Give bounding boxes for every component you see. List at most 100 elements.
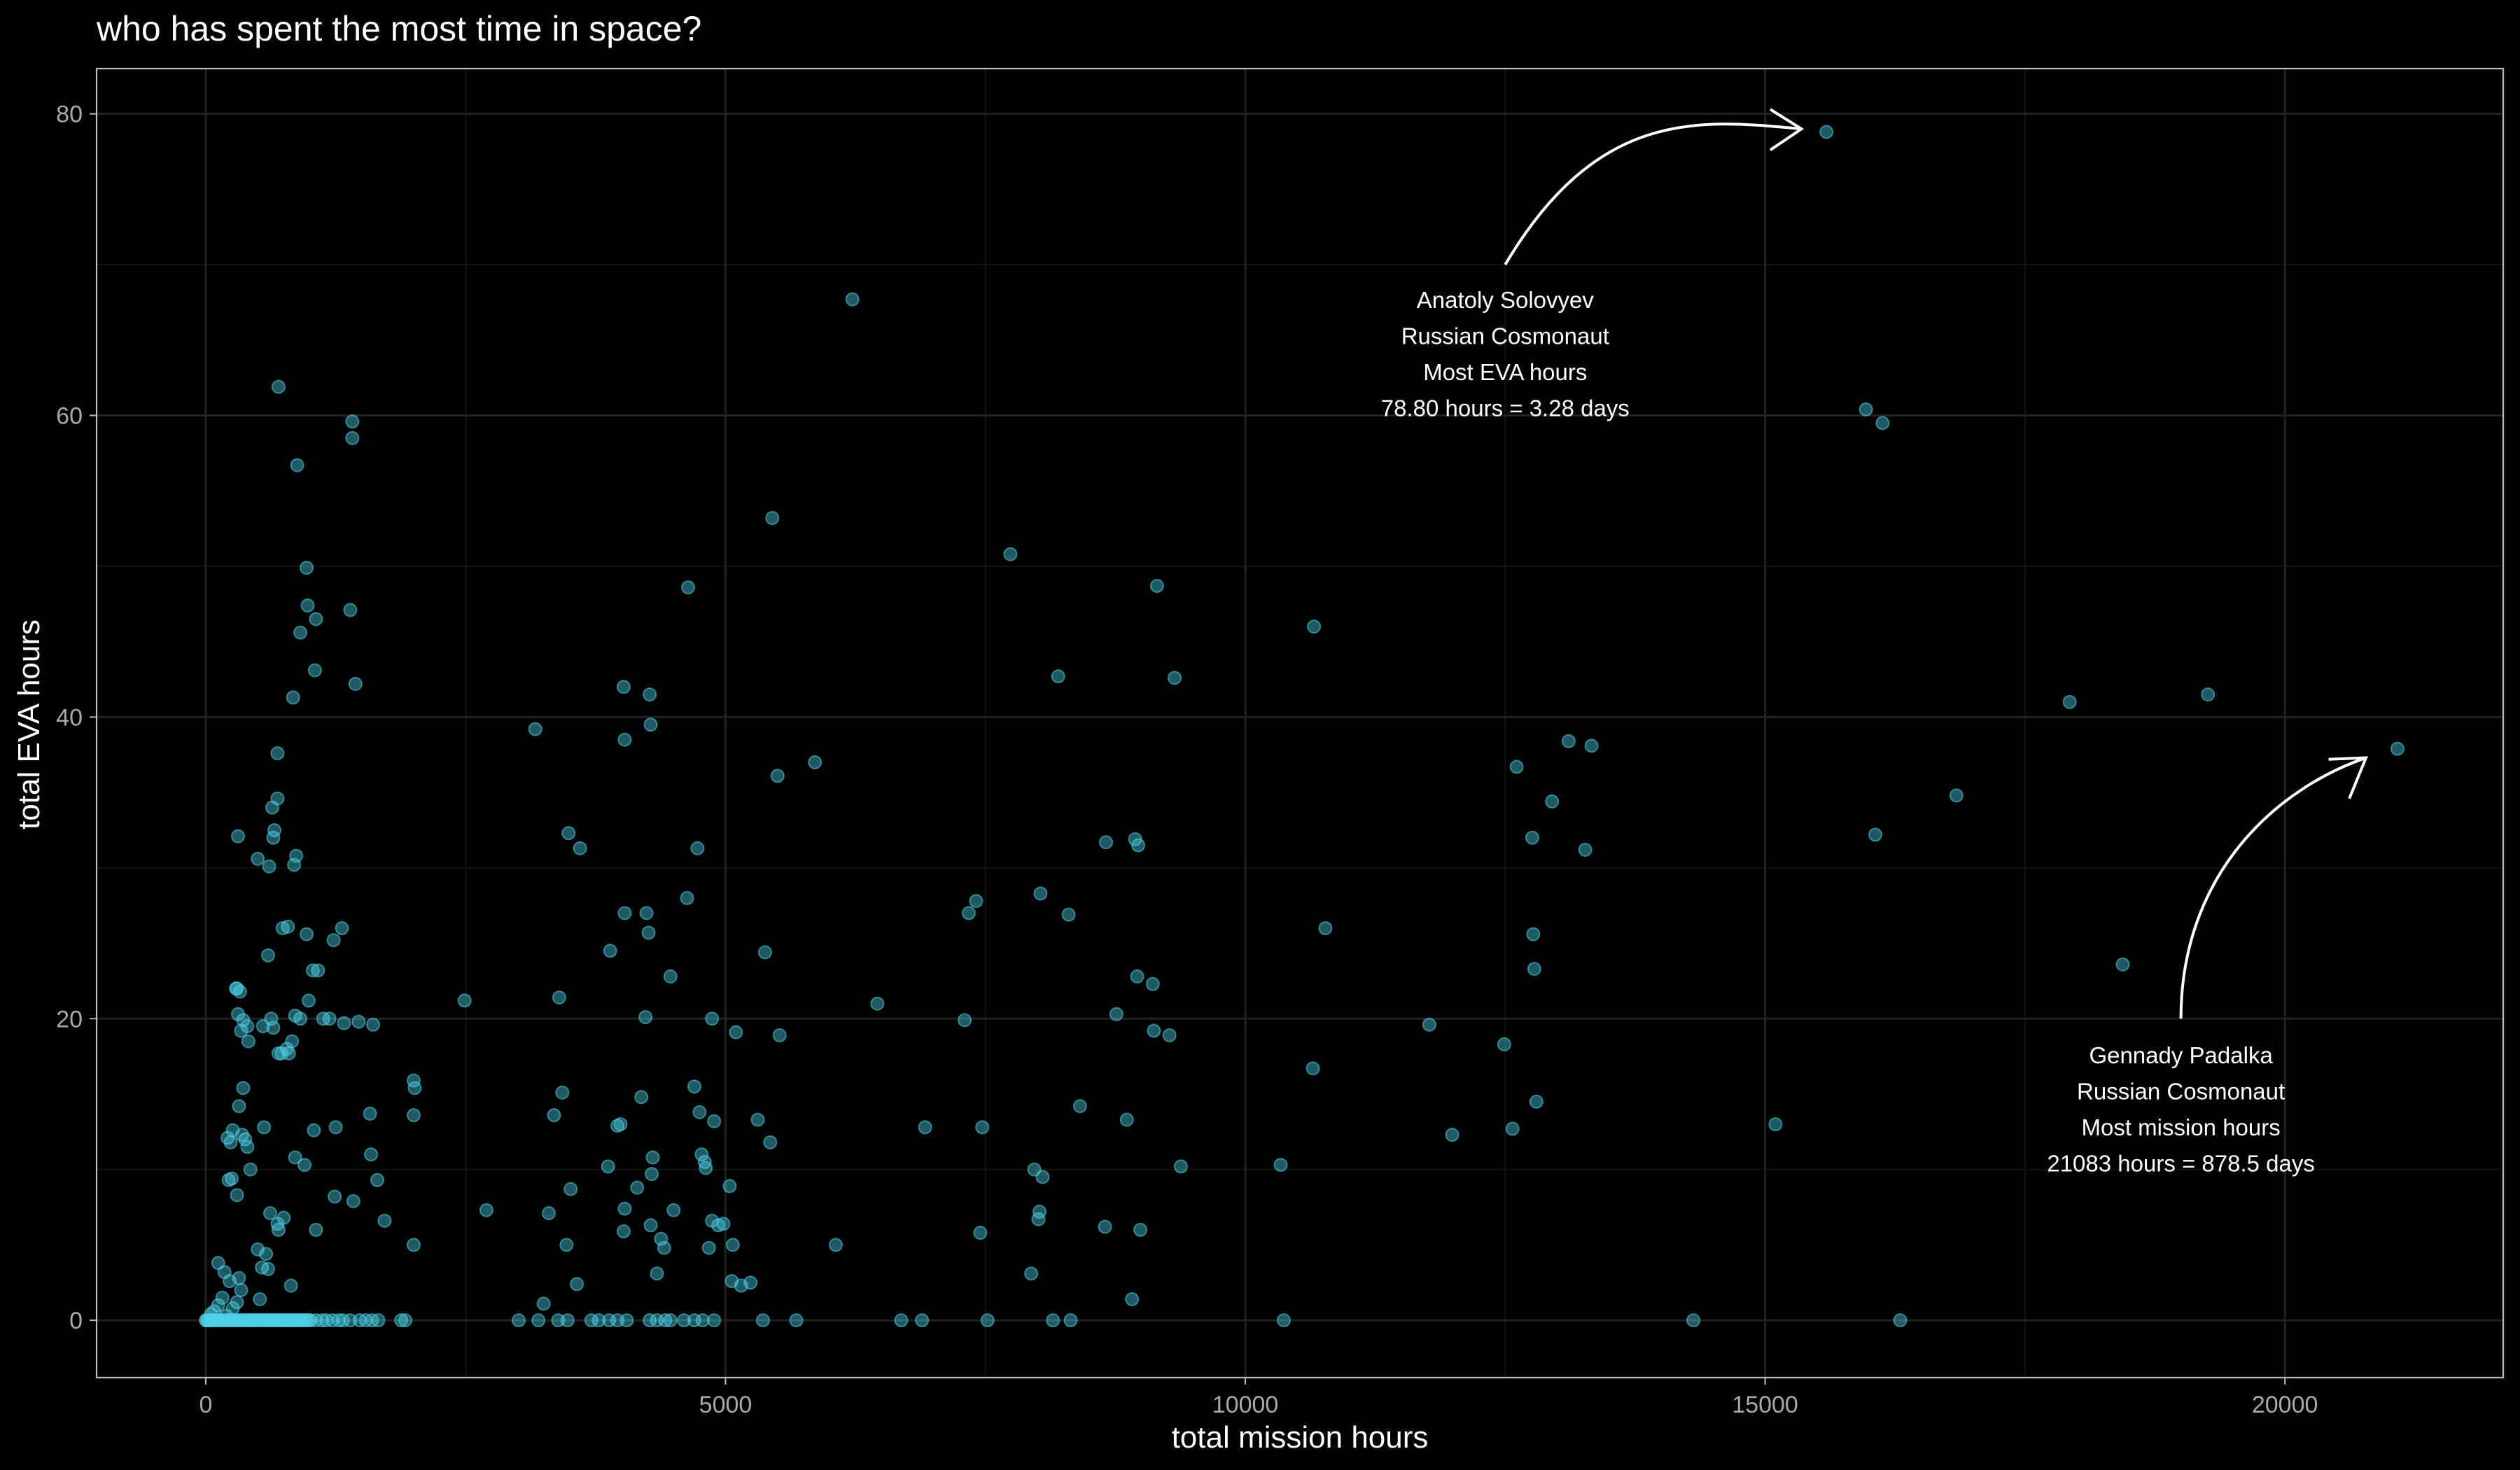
x-axis-title: total mission hours [1172,1420,1429,1455]
data-point [772,1028,787,1042]
data-point [285,1034,300,1049]
data-point [681,580,696,595]
data-point [299,927,314,941]
data-point [284,1278,298,1293]
data-points [198,125,2404,1328]
annotation-solovyev-line: Russian Cosmonaut [1401,323,1609,349]
data-point [969,894,983,909]
data-point [232,1099,246,1114]
data-point [663,969,678,983]
data-point [406,1108,421,1123]
annotation-padalka-line: 21083 hours = 878.5 days [2047,1151,2315,1177]
data-point [305,963,320,978]
data-point [1125,1292,1140,1306]
y-axis-title: total EVA hours [12,620,46,830]
data-point [1875,416,1890,430]
x-tick-label: 20000 [2252,1392,2318,1418]
data-point [276,1210,291,1225]
data-point [1545,794,1560,809]
data-point [259,1247,274,1261]
data-point [531,1313,546,1328]
data-point [1686,1313,1701,1328]
data-point [345,430,360,445]
data-point [707,1313,722,1328]
data-point [663,1313,678,1328]
annotation-padalka-line: Russian Cosmonaut [2077,1079,2285,1105]
data-point [643,1218,658,1233]
data-point [808,755,822,770]
data-point [677,1313,692,1328]
arrow-solovyev-head [1769,108,1805,151]
data-point [620,1313,634,1328]
annotation-solovyev-line: Most EVA hours [1423,359,1587,385]
data-point [322,1011,337,1026]
data-point [215,1290,230,1305]
data-point [1168,671,1182,685]
data-point [694,1147,709,1162]
data-point [643,687,657,702]
data-point [701,1240,716,1255]
data-point [561,826,576,841]
data-point [270,746,285,761]
data-point [2062,694,2077,709]
data-point [309,612,323,626]
data-point [479,1203,493,1217]
data-point [243,1162,258,1177]
data-point [722,1179,737,1194]
data-point [335,920,349,935]
data-point [641,925,656,940]
data-point [870,996,885,1011]
data-point [603,944,617,958]
data-point [729,1025,743,1040]
data-point [770,769,785,783]
data-point [271,379,286,394]
data-point [293,625,308,640]
data-point [743,1275,758,1290]
data-point [364,1147,379,1162]
data-point [638,1010,653,1025]
data-point [1098,1219,1112,1234]
data-point [345,414,360,429]
y-tick-label: 60 [56,403,83,430]
data-point [1032,1205,1046,1219]
data-point [613,1117,628,1132]
data-point [1099,835,1114,850]
data-point [1497,1037,1511,1051]
data-point [1584,738,1599,753]
data-point [251,851,265,866]
data-point [257,1120,272,1135]
data-point [263,1206,278,1221]
data-point [552,990,566,1005]
data-point [220,1130,235,1145]
data-point [961,906,976,920]
data-point [634,1090,649,1105]
arrow-solovyev [1504,122,1802,266]
data-point [643,1313,657,1328]
data-point [1306,1061,1320,1076]
data-point [287,858,302,872]
data-point [1162,1028,1177,1042]
data-point [1273,1158,1288,1172]
data-point [560,1313,575,1328]
data-point [370,1172,384,1187]
data-point [265,800,279,815]
data-point [1819,125,1834,139]
data-point [975,1120,990,1135]
data-point [271,1222,286,1237]
data-point [725,1238,740,1252]
data-point [958,1013,972,1028]
data-point [645,1150,660,1165]
data-point [406,1238,421,1252]
data-point [253,1292,267,1306]
data-point [230,1295,244,1310]
data-point [1949,788,1963,803]
data-point [650,1266,664,1281]
data-point [343,603,358,617]
data-point [757,945,772,960]
data-point [564,1182,578,1196]
data-point [225,1171,239,1186]
data-point [555,1085,570,1100]
data-point [1445,1128,1460,1142]
data-point [337,1016,351,1030]
